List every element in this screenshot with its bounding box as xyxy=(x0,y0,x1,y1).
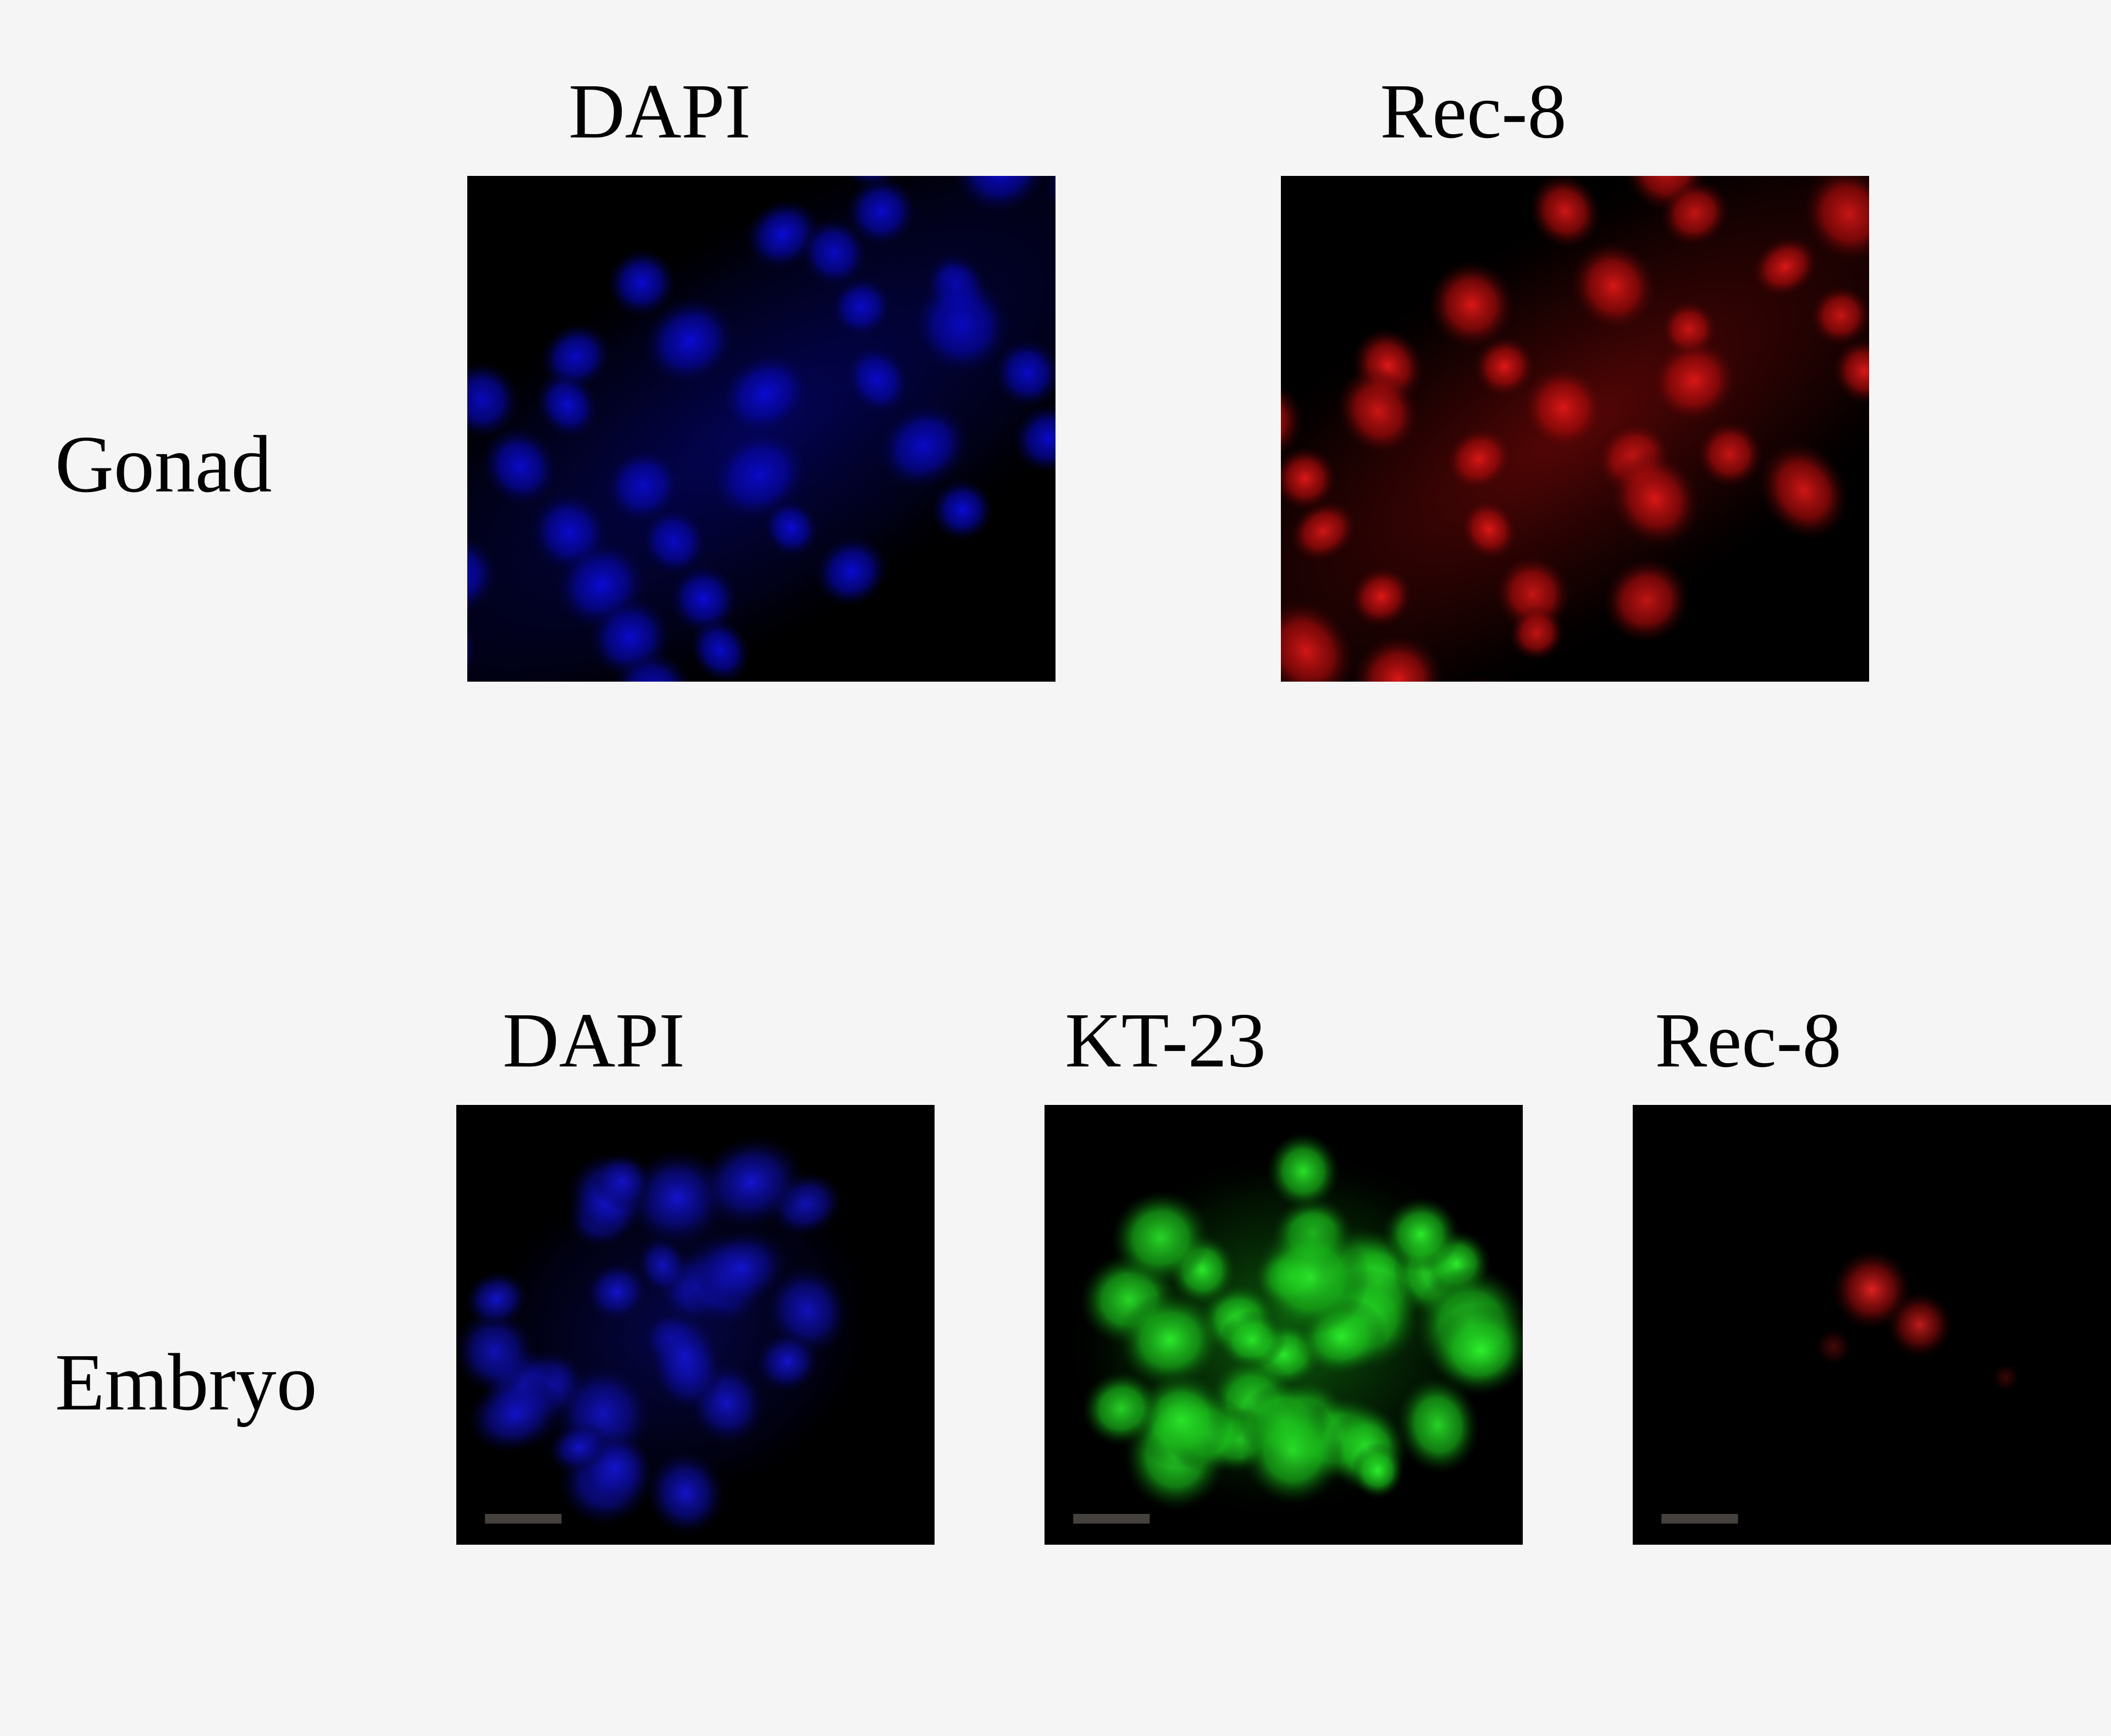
column-label-embryo-kt23: KT-23 xyxy=(946,995,1385,1085)
column-label-embryo-dapi: DAPI xyxy=(374,995,814,1085)
column-label-gonad-dapi: DAPI xyxy=(412,66,907,156)
micrograph-gonad-dapi xyxy=(467,176,1056,682)
micrograph-embryo-kt23 xyxy=(1045,1105,1523,1545)
figure-canvas: Gonad DAPI Rec-8 Embryo DAPI KT-23 Rec-8 xyxy=(0,0,2111,1736)
row-label-embryo: Embryo xyxy=(55,1336,317,1429)
column-label-embryo-rec8: Rec-8 xyxy=(1528,995,1968,1085)
column-label-gonad-rec8: Rec-8 xyxy=(1226,66,1721,156)
micrograph-embryo-rec8 xyxy=(1633,1105,2111,1545)
row-label-gonad: Gonad xyxy=(55,418,272,511)
micrograph-gonad-rec8 xyxy=(1281,176,1869,682)
micrograph-embryo-dapi xyxy=(456,1105,935,1545)
